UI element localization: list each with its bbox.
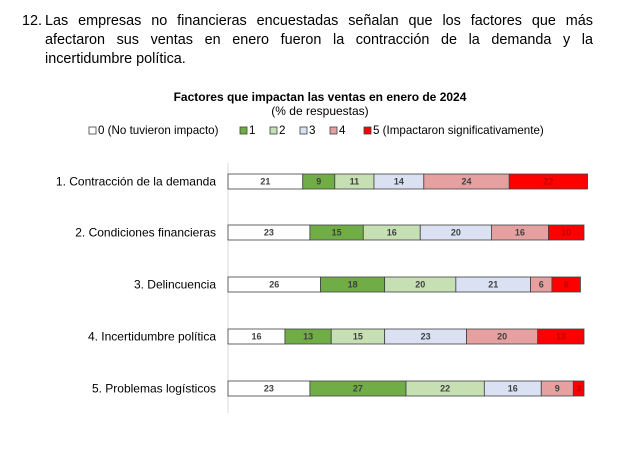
data-label: 20 (497, 332, 507, 342)
legend-swatch (329, 126, 338, 135)
data-label: 9 (316, 177, 321, 187)
legend-swatch (363, 126, 372, 135)
data-label: 6 (539, 280, 544, 290)
data-label: 16 (515, 228, 525, 238)
data-label: 8 (564, 280, 569, 290)
chart-title: Factores que impactan las ventas en ener… (174, 90, 467, 104)
data-label: 16 (508, 384, 518, 394)
data-label: 15 (353, 332, 363, 342)
legend-label: 4 (339, 124, 346, 137)
legend-label: 3 (309, 124, 315, 137)
paragraph-line: incertidumbre política. (45, 51, 186, 67)
data-label: 21 (260, 177, 270, 187)
data-label: 22 (440, 384, 450, 394)
data-label: 9 (555, 384, 560, 394)
data-label: 3 (576, 384, 581, 394)
data-label: 26 (269, 280, 279, 290)
chart-subtitle: (% de respuestas) (271, 104, 368, 118)
data-label: 27 (353, 384, 363, 394)
category-label: 1. Contracción de la demanda (56, 175, 216, 189)
data-label: 10 (561, 228, 571, 238)
legend-swatch (269, 126, 278, 135)
data-label: 13 (556, 332, 566, 342)
data-label: 14 (394, 177, 404, 187)
paragraph-text: Las empresas no financieras encuestadas … (45, 12, 593, 69)
data-label: 20 (415, 280, 425, 290)
data-label: 23 (264, 384, 274, 394)
data-label: 20 (451, 228, 461, 238)
data-label: 21 (488, 280, 498, 290)
legend-swatch (239, 126, 248, 135)
data-label: 22 (543, 177, 553, 187)
category-label: 5. Problemas logísticos (92, 382, 216, 396)
paragraph-line: afectaron sus ventas en enero fueron la … (45, 32, 593, 48)
bar-segment (537, 328, 585, 345)
data-label: 13 (303, 332, 313, 342)
bar-segment (572, 380, 585, 397)
legend-swatch (88, 126, 97, 135)
category-label: 3. Delincuencia (134, 278, 216, 292)
data-label: 18 (348, 280, 358, 290)
paragraph-number: 12. (22, 13, 43, 29)
category-label: 4. Incertidumbre política (88, 330, 216, 344)
bar-segment (551, 276, 581, 293)
bar-segment (548, 224, 585, 241)
legend-label: 5 (Impactaron significativamente) (373, 124, 544, 137)
legend-label: 1 (249, 124, 255, 137)
bars: 1. Contracción de la demanda 21 9 11 14 24 22 2… (56, 173, 588, 397)
data-label: 15 (332, 228, 342, 238)
chart-legend: 0 (No tuvieron impacto) 1 2 3 4 5 (Impactaron… (88, 124, 544, 137)
legend-label: 0 (No tuvieron impacto) (98, 124, 219, 137)
data-label: 24 (462, 177, 472, 187)
data-label: 23 (421, 332, 431, 342)
data-label: 16 (251, 332, 261, 342)
paragraph-line: Las empresas no financieras encuestadas … (45, 13, 593, 29)
data-label: 23 (264, 228, 274, 238)
data-label: 11 (350, 177, 360, 187)
legend-label: 2 (279, 124, 285, 137)
bar-segment (508, 173, 588, 190)
legend-swatch (299, 126, 308, 135)
category-label: 2. Condiciones financieras (75, 226, 216, 240)
data-label: 16 (387, 228, 397, 238)
